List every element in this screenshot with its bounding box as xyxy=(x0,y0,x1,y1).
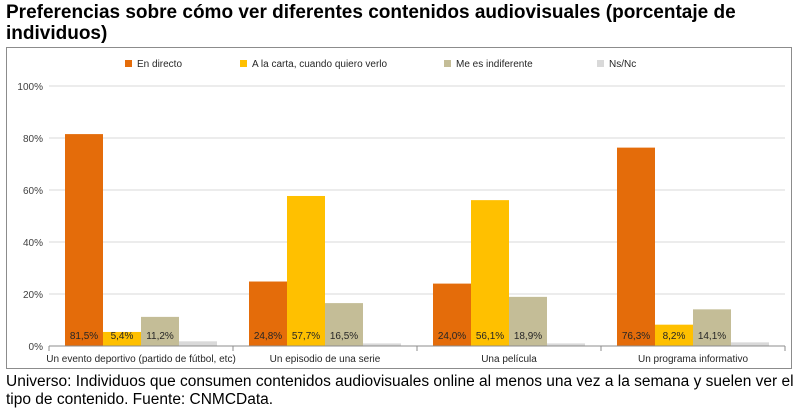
bar-chart: En directo A la carta, cuando quiero verl… xyxy=(17,59,786,365)
data-label: 81,5% xyxy=(70,331,98,342)
bar xyxy=(363,343,401,346)
bar xyxy=(655,324,693,346)
bar xyxy=(617,147,655,346)
bar xyxy=(325,303,363,346)
chart-title: Preferencias sobre cómo ver diferentes c… xyxy=(6,2,736,44)
bar xyxy=(103,331,141,346)
bar xyxy=(731,342,769,346)
data-label: 11,2% xyxy=(146,331,174,342)
gridlines xyxy=(49,85,785,295)
bar xyxy=(65,134,103,346)
x-tick-label: Un episodio de una serie xyxy=(270,354,381,365)
x-axis: Un evento deportivo (partido de fútbol, … xyxy=(46,345,786,365)
bar xyxy=(287,195,325,346)
legend-swatch xyxy=(240,60,247,67)
y-tick-label: 100% xyxy=(17,82,43,93)
x-tick-label: Un evento deportivo (partido de fútbol, … xyxy=(46,354,236,365)
data-label: 24,0% xyxy=(438,331,466,342)
data-label: 57,7% xyxy=(292,331,320,342)
legend-label: Me es indiferente xyxy=(456,59,533,70)
bar xyxy=(179,341,217,346)
bar xyxy=(547,343,585,346)
legend-swatch xyxy=(597,60,604,67)
data-label: 18,9% xyxy=(514,331,542,342)
legend: En directo A la carta, cuando quiero verl… xyxy=(125,59,636,70)
footnote: Universo: Individuos que consumen conten… xyxy=(6,373,794,408)
data-label: 76,3% xyxy=(622,331,650,342)
data-label: 8,2% xyxy=(663,331,686,342)
y-tick-label: 80% xyxy=(23,134,43,145)
data-label: 14,1% xyxy=(698,331,726,342)
data-label: 5,4% xyxy=(111,331,134,342)
legend-label: A la carta, cuando quiero verlo xyxy=(252,59,388,70)
data-labels: 81,5% 5,4% 11,2% 24,8% 57,7% 16,5% 24,0% 56,1% 1… xyxy=(70,331,726,342)
bar xyxy=(433,283,471,346)
legend-swatch xyxy=(125,60,132,67)
bar xyxy=(509,296,547,346)
bars xyxy=(65,134,769,346)
data-label: 16,5% xyxy=(330,331,358,342)
y-tick-label: 60% xyxy=(23,186,43,197)
chart-area: En directo A la carta, cuando quiero verl… xyxy=(6,47,792,369)
bar xyxy=(693,309,731,346)
bar xyxy=(141,316,179,346)
legend-label: Ns/Nc xyxy=(609,59,636,70)
legend-label: En directo xyxy=(137,59,182,70)
legend-swatch xyxy=(444,60,451,67)
bar xyxy=(471,200,509,346)
y-tick-label: 20% xyxy=(23,290,43,301)
x-tick-label: Una película xyxy=(481,354,537,365)
data-label: 56,1% xyxy=(476,331,504,342)
data-label: 24,8% xyxy=(254,331,282,342)
y-tick-label: 40% xyxy=(23,238,43,249)
bar xyxy=(249,281,287,346)
y-tick-label: 0% xyxy=(29,342,44,353)
y-axis-ticks: 0% 20% 40% 60% 80% 100% xyxy=(17,82,43,353)
x-tick-label: Un programa informativo xyxy=(638,354,748,365)
